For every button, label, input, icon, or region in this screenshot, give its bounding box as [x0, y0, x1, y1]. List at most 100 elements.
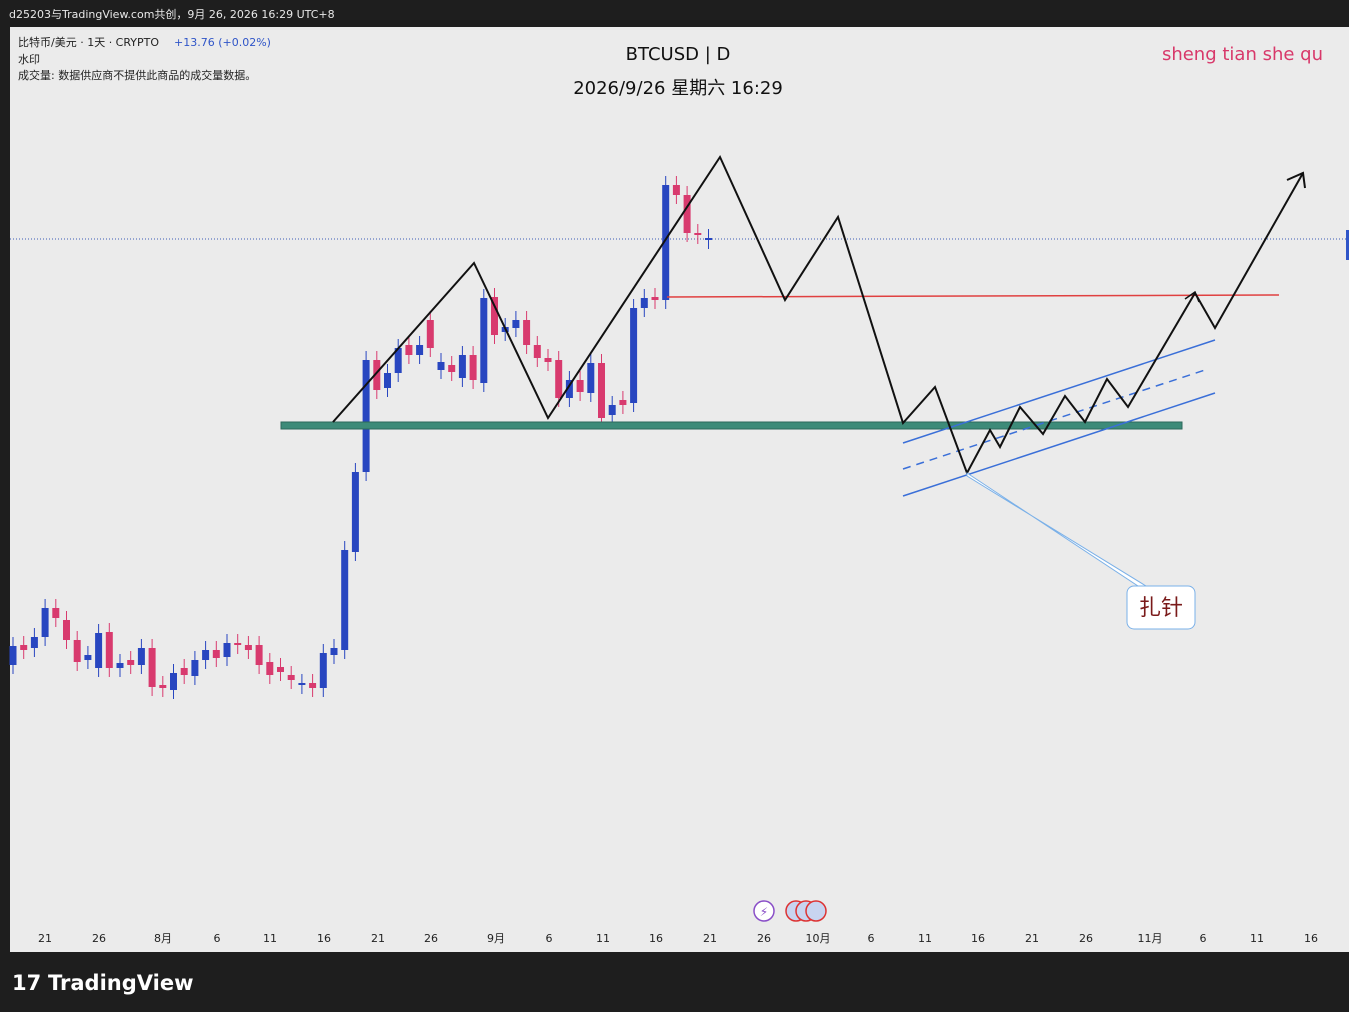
x-tick-label: 16	[649, 932, 663, 945]
candle-body	[533, 345, 541, 358]
candle-body	[608, 405, 616, 415]
resistance-line	[666, 294, 1280, 298]
candle-body	[298, 683, 306, 685]
candle-body	[202, 650, 210, 660]
arrow-head	[1286, 171, 1306, 189]
candle-body	[73, 640, 81, 662]
x-tick-label: 16	[1304, 932, 1318, 945]
candle-body	[469, 355, 477, 380]
x-tick-label: 6	[868, 932, 875, 945]
callout-text: 扎针	[1139, 596, 1183, 621]
candle-body	[266, 662, 274, 675]
candle-body	[223, 643, 231, 657]
support-zone	[280, 421, 1183, 430]
candle-body	[63, 620, 70, 640]
event-icon	[753, 900, 775, 922]
candle-body	[672, 185, 680, 195]
candle-body	[587, 363, 595, 393]
candle-body	[170, 673, 177, 690]
candle-body	[9, 646, 17, 665]
candle-body	[52, 608, 60, 618]
candle-body	[105, 632, 113, 668]
candle-body	[619, 400, 627, 405]
candle-body	[41, 608, 49, 637]
candle-body	[191, 660, 199, 676]
x-tick-label: 6	[546, 932, 553, 945]
event-icon-glyph: ⚡	[760, 905, 768, 919]
candle-body	[426, 320, 434, 348]
candle-body	[84, 655, 92, 660]
x-tick-label: 10月	[806, 932, 831, 945]
x-tick-label: 21	[703, 932, 717, 945]
x-axis: 21 26 8月 6 11 16 21 26 9月 6 11 16 21 26 10月 6 11 16 21 26 11…	[38, 932, 1318, 945]
candle-body	[662, 185, 670, 300]
candle-body	[598, 363, 605, 418]
brand: sheng tian she qu	[1162, 44, 1323, 65]
candle-body	[116, 663, 124, 668]
candle-body	[287, 675, 295, 680]
candle-body	[394, 348, 402, 373]
chart-subtitle: 2026/9/26 星期六 16:29	[573, 78, 783, 99]
candle-body	[405, 345, 413, 355]
x-tick-label: 21	[1025, 932, 1039, 945]
channel-upper	[902, 339, 1216, 444]
legend-symbol: 比特币/美元 · 1天 · CRYPTO	[18, 35, 159, 49]
candle-body	[630, 308, 638, 403]
x-tick-label: 16	[971, 932, 985, 945]
x-tick-label: 9月	[487, 932, 505, 945]
candle-body	[705, 238, 712, 240]
candle-body	[694, 233, 702, 235]
candle-body	[384, 373, 391, 388]
attribution: d25203与TradingView.com共创，9月 26, 2026 16:…	[9, 8, 335, 21]
candle-body	[244, 645, 252, 650]
legend-watermark: 水印	[18, 53, 40, 66]
callout-box	[1126, 585, 1196, 630]
logo-mark: 17	[12, 971, 41, 995]
candle-body	[512, 320, 520, 328]
candle-body	[234, 643, 242, 645]
candle-body	[651, 297, 659, 300]
candle-body	[277, 667, 284, 672]
candle-body	[448, 365, 456, 372]
x-tick-label: 21	[371, 932, 385, 945]
candle-body	[491, 297, 498, 335]
candle-body	[437, 362, 445, 370]
candle-body	[137, 648, 145, 665]
candle-body	[20, 645, 28, 650]
candle-body	[683, 195, 691, 233]
candle-body	[159, 685, 167, 688]
footer	[0, 952, 1349, 1012]
x-tick-label: 26	[92, 932, 106, 945]
legend-change: +13.76 (+0.02%)	[174, 36, 271, 49]
path-drawing	[332, 154, 1304, 476]
candle-body	[480, 298, 488, 383]
candle-body	[180, 668, 188, 675]
candle-body	[255, 645, 263, 665]
candle-body	[523, 320, 531, 345]
candle-body	[351, 472, 359, 552]
candle-body	[309, 683, 317, 688]
candle-body	[212, 650, 220, 658]
x-tick-label: 6	[214, 932, 221, 945]
candle-body	[555, 360, 563, 398]
candle-body	[362, 360, 370, 472]
candle-body	[319, 653, 327, 688]
candle-body	[341, 550, 349, 650]
candle-body	[416, 345, 424, 355]
candle-body	[127, 660, 135, 665]
candle-body	[30, 637, 38, 648]
x-tick-label: 11	[918, 932, 932, 945]
x-tick-label: 11月	[1138, 932, 1163, 945]
legend-volume: 成交量: 数据供应商不提供此商品的成交量数据。	[18, 68, 256, 82]
top-bar	[0, 0, 1349, 27]
candle-body	[458, 355, 466, 378]
candle-body	[148, 648, 156, 687]
x-tick-label: 6	[1200, 932, 1207, 945]
arrow-head-small	[1184, 290, 1200, 303]
candle-body	[330, 648, 338, 655]
candle-body	[544, 358, 552, 362]
candle-body	[565, 380, 573, 398]
candle-body	[95, 633, 103, 668]
price-marker	[1346, 230, 1349, 260]
